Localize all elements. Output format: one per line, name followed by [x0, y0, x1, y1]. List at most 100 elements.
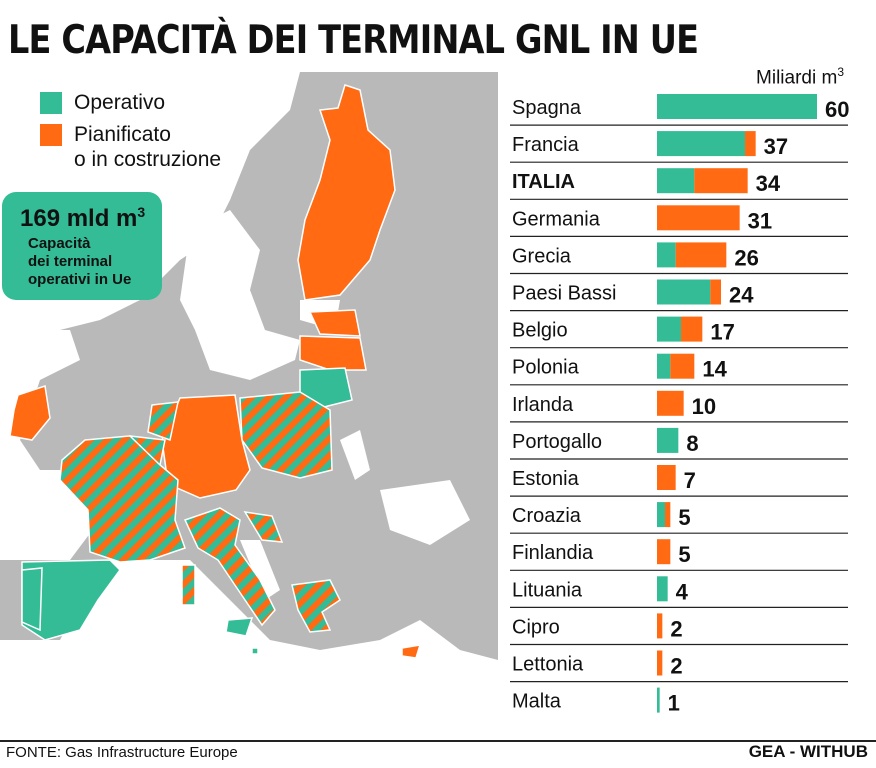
value-label-irlanda: 10: [692, 394, 716, 419]
france-shape: [59, 435, 186, 563]
spain-shape: [21, 559, 121, 641]
category-label-germania: Germania: [512, 208, 601, 230]
bar-spagna-operativo: [657, 94, 817, 119]
value-label-polonia: 14: [702, 357, 727, 382]
ireland-shape: [9, 385, 51, 441]
bar-croazia-operativo: [657, 502, 665, 528]
swatch-operativo: [40, 92, 62, 114]
capacity-info-box: 169 mld m3 Capacità dei terminal operati…: [2, 192, 162, 300]
netherlands-shape: [147, 401, 179, 442]
bar-paesi-bassi-operativo: [657, 279, 711, 305]
bar-belgio-pianificato: [681, 316, 703, 342]
credit-logo: GEA - WITHUB: [748, 742, 868, 761]
legend-label-pianificato: Pianificato o in costruzione: [74, 122, 221, 172]
value-label-cipro: 2: [670, 616, 682, 641]
greece-shape: [291, 579, 341, 633]
unit-label-sup: 3: [837, 65, 844, 79]
value-label-belgio: 17: [710, 320, 734, 345]
category-label-italia: ITALIA: [512, 171, 575, 193]
category-label-polonia: Polonia: [512, 357, 580, 379]
value-label-malta: 1: [668, 691, 680, 716]
germany-shape: [161, 394, 251, 499]
bar-cipro-pianificato: [657, 613, 663, 639]
bar-paesi-bassi-pianificato: [710, 279, 721, 305]
sicily-shape: [225, 617, 254, 637]
unit-label: Miliardi m3: [756, 65, 844, 89]
estonia-shape: [308, 309, 361, 337]
value-label-germania: 31: [748, 208, 772, 233]
capacity-value-sup: 3: [137, 204, 146, 220]
category-label-belgio: Belgio: [512, 320, 568, 342]
legend-pianificato: Pianificato o in costruzione: [40, 122, 221, 172]
category-label-spagna: Spagna: [512, 97, 582, 119]
bar-francia-pianificato: [745, 131, 756, 157]
category-label-paesi-bassi: Paesi Bassi: [512, 283, 617, 305]
europe-map: Operativo Pianificato o in costruzione: [0, 72, 498, 712]
source-note: FONTE: Gas Infrastructure Europe: [6, 744, 238, 761]
value-label-grecia: 26: [734, 245, 758, 270]
category-label-lettonia: Lettonia: [512, 654, 584, 676]
latvia-shape: [299, 335, 367, 371]
category-label-portogallo: Portogallo: [512, 431, 602, 453]
italy-shape: [183, 507, 276, 627]
poland-shape: [239, 391, 333, 479]
capacity-value: 169 mld m3: [20, 204, 145, 233]
bar-germania-pianificato: [657, 205, 740, 231]
category-label-croazia: Croazia: [512, 505, 582, 527]
category-label-malta: Malta: [512, 691, 562, 713]
value-label-lettonia: 2: [670, 654, 682, 679]
capacity-value-text: 169 mld m: [20, 205, 138, 232]
cyprus-shape: [401, 644, 422, 659]
bar-finlandia-pianificato: [657, 539, 671, 565]
bar-chart: Spagna 60 Francia 37 ITALIA 34 Germania 31 Greci…: [510, 94, 849, 716]
malta-shape: [251, 647, 259, 655]
countries: [9, 84, 422, 659]
bar-polonia-operativo: [657, 353, 671, 379]
bar-lituania-operativo: [657, 576, 668, 602]
bar-irlanda-pianificato: [657, 390, 684, 416]
finland-shape: [297, 84, 396, 301]
capacity-desc-line1: Capacità: [28, 235, 91, 252]
bar-belgio-operativo: [657, 316, 681, 342]
bar-estonia-pianificato: [657, 465, 676, 490]
value-label-italia: 34: [756, 171, 781, 196]
chart-title: LE CAPACITÀ DEI TERMINAL GNL IN UE: [8, 18, 699, 63]
bar-italia-operativo: [657, 168, 695, 194]
bar-italia-pianificato: [694, 168, 748, 194]
value-label-spagna: 60: [825, 97, 849, 122]
value-label-francia: 37: [764, 134, 788, 159]
sardinia-shape: [181, 564, 196, 606]
value-label-lituania: 4: [676, 579, 689, 604]
category-label-cipro: Cipro: [512, 616, 560, 638]
bar-croazia-pianificato: [665, 502, 671, 528]
bar-lettonia-pianificato: [657, 650, 663, 676]
footer-rule: [0, 740, 876, 742]
bar-malta-operativo: [657, 687, 660, 713]
legend-label-operativo: Operativo: [74, 91, 166, 114]
category-label-francia: Francia: [512, 134, 580, 156]
value-label-paesi-bassi: 24: [729, 283, 754, 308]
bar-grecia-operativo: [657, 242, 676, 268]
swatch-pianificato: [40, 124, 62, 146]
value-label-finlandia: 5: [678, 542, 690, 567]
category-label-estonia: Estonia: [512, 468, 580, 490]
bar-portogallo-operativo: [657, 427, 679, 453]
capacity-desc-line3: operativi in Ue: [28, 271, 132, 288]
bar-polonia-pianificato: [670, 353, 695, 379]
category-label-finlandia: Finlandia: [512, 542, 594, 564]
category-label-grecia: Grecia: [512, 245, 572, 267]
capacity-description: Capacità dei terminal operativi in Ue: [28, 235, 131, 289]
value-label-croazia: 5: [678, 505, 690, 530]
europe-map-svg: [0, 72, 498, 712]
unit-label-text: Miliardi m: [756, 67, 838, 89]
lithuania-shape: [299, 367, 353, 409]
value-label-estonia: 7: [684, 468, 696, 493]
category-label-irlanda: Irlanda: [512, 394, 574, 416]
legend-operativo: Operativo: [40, 90, 165, 115]
legend-label-pianificato-line1: Pianificato: [74, 123, 171, 146]
category-label-lituania: Lituania: [512, 579, 583, 601]
croatia-shape: [243, 511, 284, 543]
capacity-desc-line2: dei terminal: [28, 253, 113, 270]
portugal-shape: [21, 567, 43, 632]
value-label-portogallo: 8: [686, 431, 698, 456]
